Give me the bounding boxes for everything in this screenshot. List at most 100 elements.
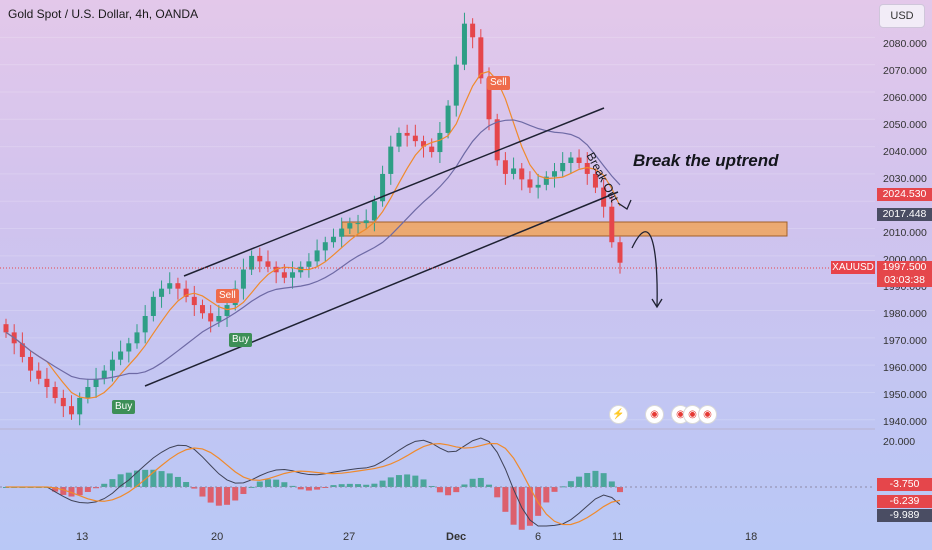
candle-body[interactable] (290, 272, 296, 278)
candle-body[interactable] (44, 378, 50, 388)
us-flag-event-icon[interactable]: ◉ (645, 405, 664, 424)
candle-body[interactable] (355, 223, 361, 225)
candle-body[interactable] (470, 23, 476, 38)
candle-body[interactable] (224, 305, 230, 316)
channel-lower-line[interactable] (144, 191, 619, 387)
symbol-tag: XAUUSD (831, 261, 875, 274)
macd-histogram-bar (215, 487, 222, 506)
candle-body[interactable] (560, 162, 566, 172)
candle-body[interactable] (543, 176, 549, 185)
candle-body[interactable] (396, 132, 402, 147)
candle-body[interactable] (159, 288, 165, 297)
candle-body[interactable] (486, 78, 492, 120)
resistance-zone (341, 221, 788, 237)
macd-histogram-bar (174, 476, 181, 487)
candle-body[interactable] (36, 370, 42, 379)
projection-arrow (631, 231, 658, 307)
candle-body[interactable] (118, 351, 124, 360)
candle-body[interactable] (28, 356, 34, 371)
candle-body[interactable] (511, 168, 517, 174)
macd-histogram-bar (109, 479, 116, 487)
channel-upper-line[interactable] (183, 107, 605, 277)
candle-body[interactable] (126, 343, 132, 352)
macd-histogram-bar (404, 474, 411, 487)
moving-average-slow (5, 119, 621, 380)
candle-body[interactable] (617, 242, 623, 263)
macd-histogram-bar (207, 487, 214, 503)
candle-body[interactable] (380, 173, 386, 202)
flash-event-icon[interactable]: ⚡ (609, 405, 628, 424)
candle-body[interactable] (52, 387, 58, 398)
candle-body[interactable] (216, 315, 222, 322)
currency-button[interactable]: USD (879, 4, 925, 28)
macd-signal-tag: -6.239 (877, 495, 932, 508)
candle-body[interactable] (576, 157, 582, 163)
candle-body[interactable] (404, 132, 410, 136)
candle-body[interactable] (322, 242, 328, 251)
us-flag-event-icon[interactable]: ◉ (698, 405, 717, 424)
last-price-tag: 1997.500 (877, 261, 932, 274)
candle-body[interactable] (77, 397, 83, 415)
candle-body[interactable] (568, 157, 574, 163)
candle-body[interactable] (150, 296, 156, 316)
candle-body[interactable] (306, 261, 312, 267)
candle-body[interactable] (552, 171, 558, 177)
candle-body[interactable] (142, 315, 148, 333)
candle-body[interactable] (494, 119, 500, 161)
macd-histogram-bar (355, 484, 362, 487)
macd-histogram-bar (428, 485, 435, 487)
candle-body[interactable] (347, 223, 353, 229)
candle-body[interactable] (167, 283, 173, 289)
candle-body[interactable] (281, 272, 287, 278)
headline-annotation[interactable]: Break the uptrend (633, 151, 779, 170)
candle-body[interactable] (175, 283, 181, 289)
candle-body[interactable] (60, 397, 66, 407)
candle-body[interactable] (3, 324, 9, 333)
candle-body[interactable] (199, 305, 205, 314)
candle-body[interactable] (101, 370, 107, 379)
price-axis-label: 2060.000 (883, 92, 927, 104)
macd-histogram-bar (576, 476, 583, 487)
candle-body[interactable] (429, 146, 435, 153)
candle-body[interactable] (502, 160, 508, 174)
candle-body[interactable] (609, 206, 615, 243)
candle-body[interactable] (363, 220, 369, 224)
candle-body[interactable] (257, 255, 263, 262)
candle-body[interactable] (535, 184, 541, 188)
candle-body[interactable] (592, 173, 598, 188)
macd-histogram-bar (330, 485, 337, 487)
macd-histogram-bar (543, 487, 550, 503)
candle-body[interactable] (19, 343, 25, 357)
candle-body[interactable] (109, 359, 115, 371)
candle-body[interactable] (93, 378, 99, 388)
candle-body[interactable] (208, 313, 214, 322)
candle-body[interactable] (314, 250, 320, 262)
macd-histogram-bar (387, 477, 394, 487)
candle-body[interactable] (437, 132, 443, 153)
candle-body[interactable] (249, 255, 255, 270)
candle-body[interactable] (584, 162, 590, 174)
candle-body[interactable] (371, 201, 377, 221)
candle-body[interactable] (421, 141, 427, 147)
candle-body[interactable] (527, 179, 533, 188)
candle-body[interactable] (412, 135, 418, 142)
candle-body[interactable] (191, 296, 197, 306)
level-upper-tag: 2024.530 (877, 188, 932, 201)
candle-body[interactable] (240, 269, 246, 289)
candle-body[interactable] (265, 261, 271, 267)
candle-body[interactable] (85, 387, 91, 398)
candle-body[interactable] (388, 146, 394, 174)
candle-body[interactable] (445, 105, 451, 133)
candle-body[interactable] (478, 37, 484, 79)
candle-body[interactable] (134, 332, 140, 344)
candle-body[interactable] (183, 288, 189, 297)
candle-body[interactable] (339, 228, 345, 237)
candle-body[interactable] (453, 64, 459, 106)
candle-body[interactable] (330, 236, 336, 243)
macd-histogram-bar (191, 487, 198, 489)
price-axis-label: 2010.000 (883, 227, 927, 239)
candle-body[interactable] (68, 406, 74, 415)
candle-body[interactable] (519, 168, 525, 180)
candle-body[interactable] (461, 23, 467, 65)
